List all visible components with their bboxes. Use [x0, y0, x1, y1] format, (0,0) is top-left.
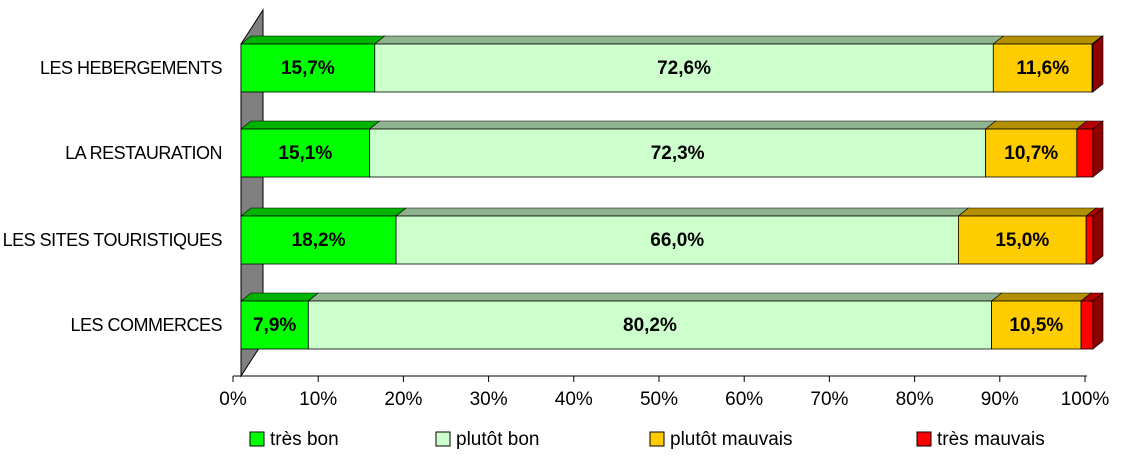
- bar: [395, 215, 959, 265]
- x-tick-label: 0%: [219, 389, 247, 410]
- bar: [1085, 215, 1094, 265]
- value-label: 72,6%: [657, 58, 711, 79]
- x-tick-label: 20%: [384, 389, 422, 410]
- bar: [1080, 300, 1094, 350]
- x-tick-label: 30%: [470, 389, 508, 410]
- x-tick-label: 40%: [555, 389, 593, 410]
- bar-top: [240, 207, 407, 217]
- bar: [992, 43, 1093, 93]
- bar-side: [1092, 292, 1104, 350]
- bar: [307, 300, 993, 350]
- value-label: 18,2%: [292, 230, 346, 251]
- bar-top: [373, 35, 1005, 45]
- bar: [985, 128, 1078, 178]
- bar: [240, 128, 371, 178]
- bar: [240, 215, 397, 265]
- bar-top: [984, 120, 1088, 130]
- bar: [240, 43, 376, 93]
- x-tick-label: 100%: [1061, 389, 1110, 410]
- bar-top: [307, 292, 1003, 302]
- value-label: 15,0%: [995, 230, 1049, 251]
- value-label: 66,0%: [650, 230, 704, 251]
- bar: [374, 43, 994, 93]
- bar-side: [1092, 35, 1104, 93]
- x-tick-label: 70%: [810, 389, 848, 410]
- bar-top: [240, 292, 320, 302]
- legend-swatch: [249, 431, 265, 447]
- bar-top: [957, 207, 1098, 217]
- value-label: 15,1%: [278, 143, 332, 164]
- bar-top: [395, 207, 970, 217]
- x-tick-label: 90%: [981, 389, 1019, 410]
- bar-side: [1092, 120, 1104, 178]
- x-tick-label: 10%: [299, 389, 337, 410]
- value-label: 80,2%: [623, 315, 677, 336]
- bar-top: [240, 35, 386, 45]
- legend-label: plutôt mauvais: [670, 429, 793, 450]
- value-label: 7,9%: [253, 315, 296, 336]
- category-label: LES SITES TOURISTIQUES: [2, 230, 223, 250]
- bar-top: [240, 120, 381, 130]
- value-label: 10,5%: [1009, 315, 1063, 336]
- legend-swatch: [649, 431, 665, 447]
- bar: [240, 300, 309, 350]
- x-tick-label: 50%: [640, 389, 678, 410]
- value-label: 11,6%: [1016, 58, 1069, 79]
- bar-side: [1092, 207, 1104, 265]
- value-label: 10,7%: [1004, 143, 1058, 164]
- bar-top: [990, 292, 1092, 302]
- legend-swatch: [435, 431, 451, 447]
- value-label: 72,3%: [651, 143, 705, 164]
- legend-label: très mauvais: [937, 429, 1045, 450]
- bar-top: [992, 35, 1104, 45]
- legend-swatch: [916, 431, 932, 447]
- category-label: LES COMMERCES: [70, 315, 222, 335]
- legend-label: plutôt bon: [456, 429, 539, 450]
- bar-top: [368, 120, 997, 130]
- bar: [991, 300, 1082, 350]
- legend-label: très bon: [270, 429, 339, 450]
- value-label: 15,7%: [281, 58, 335, 79]
- bar: [369, 128, 987, 178]
- x-tick-label: 60%: [725, 389, 763, 410]
- x-tick-label: 80%: [896, 389, 934, 410]
- bar: [1076, 128, 1094, 178]
- category-label: LA RESTAURATION: [65, 143, 222, 163]
- category-label: LES HEBERGEMENTS: [39, 58, 223, 78]
